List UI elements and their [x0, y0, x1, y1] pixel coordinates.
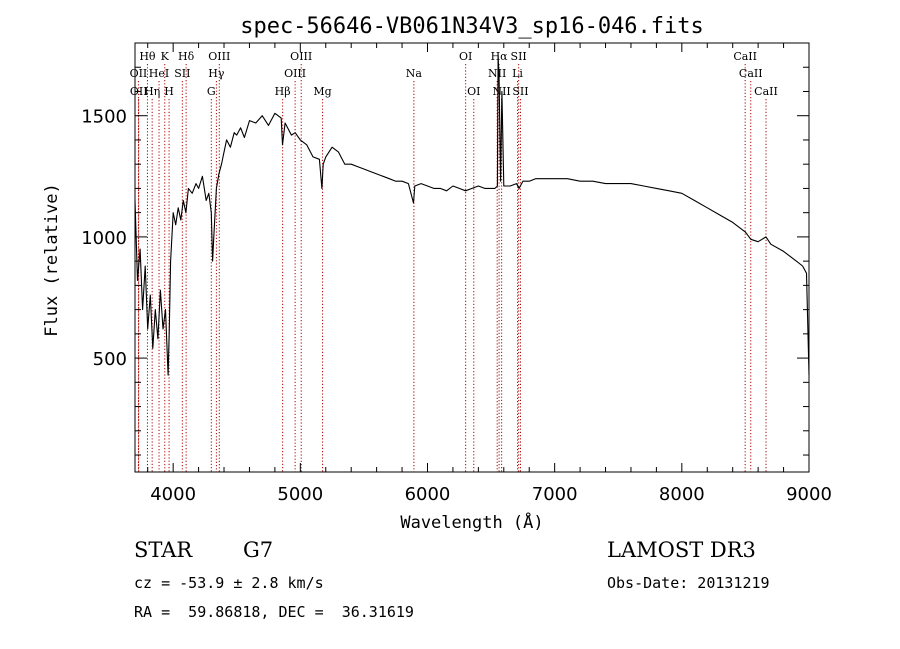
x-axis: 4000 5000 6000 7000 8000 9000: [147, 43, 832, 505]
marker-label-row2-0: OII: [130, 67, 148, 80]
marker-label-row1-0: Hθ: [139, 50, 156, 63]
x-tick-label-5: 9000: [786, 484, 832, 505]
marker-label-row2-2: SII: [174, 67, 190, 80]
marker-label-row2-5: Na: [406, 67, 423, 80]
marker-label-row1-6: Hα: [491, 50, 509, 63]
marker-label-row2-4: OIII: [284, 67, 306, 80]
marker-label-row3-6: OI: [467, 85, 480, 98]
y-tick-label-2: 1500: [81, 107, 127, 128]
spectrum-line-0: [134, 54, 810, 376]
object-subclass: G7: [243, 538, 274, 562]
spectrum-series: [134, 54, 810, 376]
marker-label-row2-6: NII: [488, 67, 506, 80]
marker-label-row3-5: Mg: [313, 85, 331, 98]
x-tick-label-4: 8000: [659, 484, 705, 505]
marker-label-row1-2: Hδ: [178, 50, 195, 63]
marker-label-row3-2: H: [164, 85, 174, 98]
marker-label-row1-1: K: [161, 50, 170, 63]
marker-label-row2-1: HeI: [149, 67, 169, 80]
object-class: STAR: [134, 538, 193, 562]
plot-frame: [134, 42, 810, 473]
marker-label-row1-8: CaII: [733, 50, 757, 63]
observation-date: Obs-Date: 20131219: [607, 574, 770, 592]
marker-label-row1-3: OIII: [208, 50, 230, 63]
marker-label-row3-1: Hη: [144, 85, 160, 98]
marker-label-row2-7: Li: [512, 67, 523, 80]
marker-label-row2-8: CaII: [739, 67, 763, 80]
y-axis: 500 1000 1500: [81, 66, 809, 456]
x-tick-label-1: 5000: [277, 484, 323, 505]
marker-label-row2-3: Hγ: [208, 67, 225, 80]
marker-label-row3-9: CaII: [754, 85, 778, 98]
x-axis-label: Wavelength (Å): [400, 511, 543, 533]
x-tick-label-3: 7000: [532, 484, 578, 505]
chart-title: spec-56646-VB061N34V3_sp16-046.fits: [240, 14, 704, 39]
x-tick-label-2: 6000: [405, 484, 451, 505]
marker-label-row3-8: SII: [512, 85, 528, 98]
survey-name: LAMOST DR3: [607, 538, 756, 562]
marker-label-row3-4: Hβ: [275, 85, 291, 98]
y-tick-label-0: 500: [93, 349, 127, 370]
x-tick-label-0: 4000: [150, 484, 196, 505]
marker-label-row1-5: OI: [459, 50, 472, 63]
y-axis-label: Flux (relative): [42, 183, 62, 337]
marker-label-row1-4: OIII: [290, 50, 312, 63]
marker-label-row3-3: G: [207, 85, 216, 98]
y-tick-label-1: 1000: [81, 228, 127, 249]
marker-label-row1-7: SII: [511, 50, 527, 63]
redshift-cz: cz = -53.9 ± 2.8 km/s: [134, 574, 324, 592]
coordinates: RA = 59.86818, DEC = 36.31619: [134, 603, 414, 621]
